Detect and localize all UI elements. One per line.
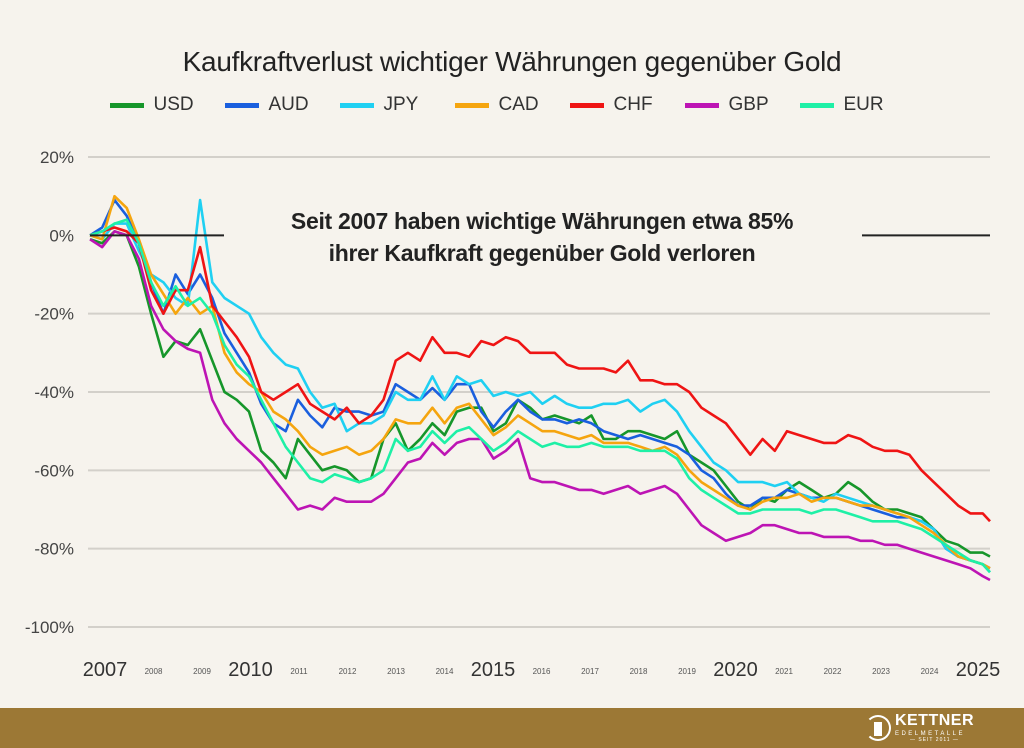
legend-swatch [799, 102, 834, 108]
logo-name: KETTNER [894, 712, 974, 729]
annotation-line-2: ihrer Kaufkraft gegenüber Gold verloren [328, 240, 756, 266]
logo-chart-icon [864, 715, 891, 741]
y-tick-label: -40% [34, 383, 74, 402]
x-tick-label-minor: 2019 [678, 667, 696, 676]
x-tick-label-major: 2007 [83, 659, 128, 681]
x-tick-label-major: 2015 [471, 659, 516, 681]
legend-swatch [569, 102, 604, 108]
chart-annotation: Seit 2007 haben wichtige Währungen etwa … [222, 205, 862, 269]
legend-label: USD [153, 94, 194, 115]
x-tick-label-major: 2010 [228, 659, 273, 681]
x-tick-label-minor: 2009 [193, 667, 211, 676]
series-line-usd [89, 230, 991, 558]
y-tick-label: -60% [34, 461, 74, 480]
x-tick-label-minor: 2022 [824, 667, 842, 676]
x-tick-label-minor: 2018 [630, 667, 648, 676]
x-tick-label-minor: 2016 [533, 667, 551, 676]
chart-title: Kaufkraftverlust wichtiger Währungen geg… [182, 46, 842, 77]
series-line-cad [89, 194, 991, 570]
legend-item-aud: AUD [224, 94, 340, 116]
footer-bar: KETTNER EDELMETALLE — SEIT 2011 — [0, 708, 1024, 748]
kettner-logo: KETTNER EDELMETALLE — SEIT 2011 — [864, 712, 974, 743]
x-tick-label-minor: 2024 [921, 667, 939, 676]
y-tick-label: 20% [40, 148, 74, 167]
legend-swatch [339, 102, 374, 108]
legend-item-usd: USD [109, 94, 225, 116]
series-line-gbp [89, 230, 991, 582]
x-tick-label-minor: 2012 [339, 667, 357, 676]
x-tick-label-minor: 2008 [145, 667, 163, 676]
legend-item-gbp: GBP [684, 94, 800, 116]
logo-subtitle: EDELMETALLE [894, 731, 966, 737]
line-chart: 20% 0% -20% -40% -60% -80% -100% 2007 2010 2015 20… [25, 148, 1001, 681]
legend-label: EUR [843, 94, 884, 115]
series-line-chf [89, 226, 991, 523]
logo-since: — SEIT 2011 — [909, 737, 959, 743]
x-tick-label-major: 2020 [713, 659, 758, 681]
y-tick-label: 0% [49, 226, 74, 245]
legend-label: CAD [498, 94, 539, 115]
legend-swatch [684, 102, 719, 108]
x-tick-label-minor: 2014 [436, 667, 454, 676]
x-tick-label-minor: 2011 [290, 667, 308, 676]
legend-item-jpy: JPY [339, 94, 455, 116]
legend-swatch [109, 102, 144, 108]
legend: USD AUD JPY CAD CHF GBP EUR [0, 94, 1024, 116]
legend-swatch [454, 102, 489, 108]
y-tick-label: -80% [34, 540, 74, 559]
y-tick-label: -100% [25, 618, 74, 637]
legend-label: JPY [383, 94, 419, 115]
y-tick-label: -20% [34, 305, 74, 324]
x-tick-label-minor: 2023 [872, 667, 890, 676]
x-tick-label-minor: 2017 [581, 667, 599, 676]
series-line-eur [89, 218, 991, 574]
x-tick-label-major: 2025 [956, 659, 1001, 681]
series-line-jpy [89, 198, 991, 574]
legend-label: GBP [728, 94, 769, 115]
legend-swatch [224, 102, 259, 108]
legend-item-eur: EUR [799, 94, 915, 116]
legend-item-cad: CAD [454, 94, 570, 116]
x-tick-label-minor: 2013 [387, 667, 405, 676]
legend-item-chf: CHF [569, 94, 685, 116]
annotation-line-1: Seit 2007 haben wichtige Währungen etwa … [290, 208, 794, 234]
x-tick-label-minor: 2021 [775, 667, 793, 676]
legend-label: AUD [268, 94, 309, 115]
legend-label: CHF [613, 94, 653, 115]
